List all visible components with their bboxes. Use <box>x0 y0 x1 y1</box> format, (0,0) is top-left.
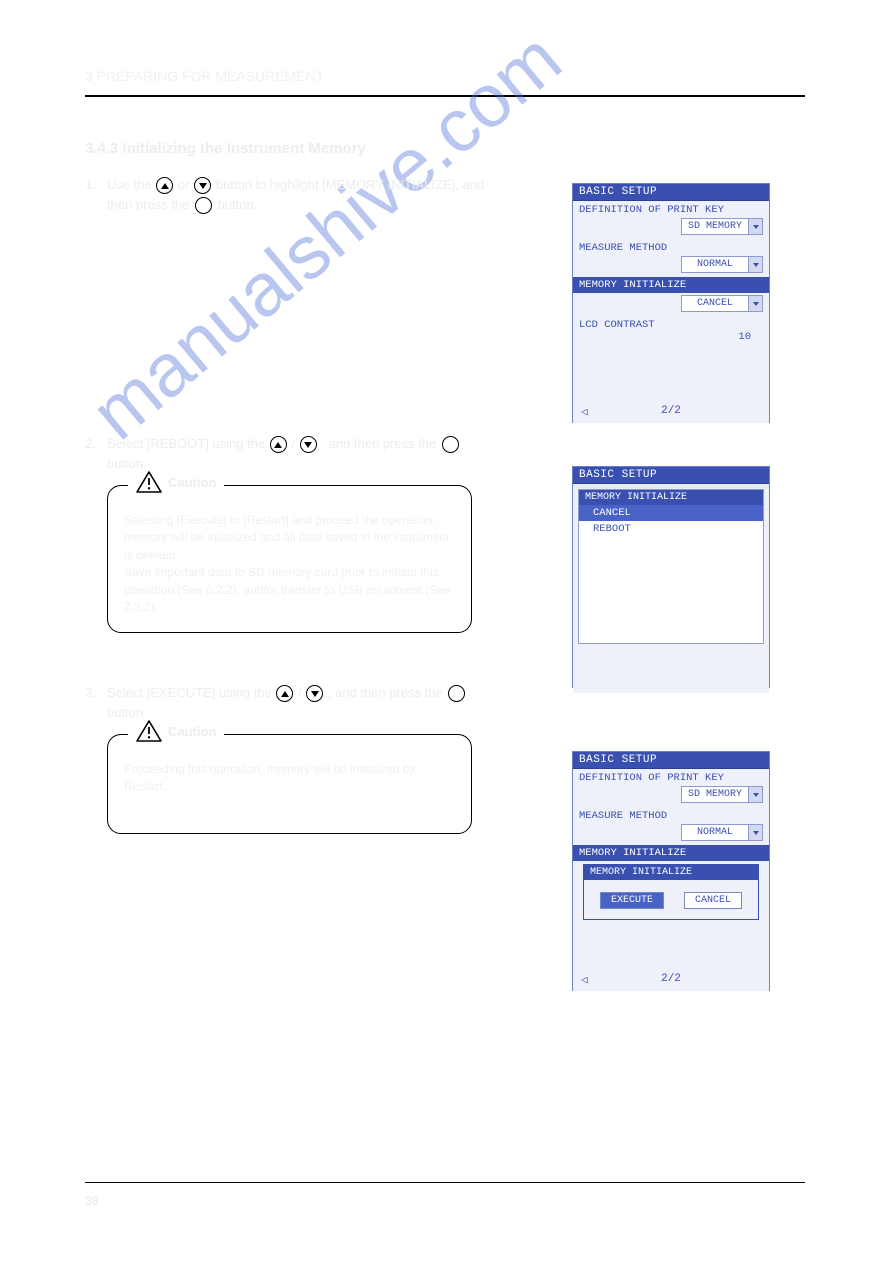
field-label: DEFINITION OF PRINT KEY <box>573 201 769 216</box>
up-icon <box>276 685 293 702</box>
list-item-cancel[interactable]: CANCEL <box>579 505 763 521</box>
chapter-heading: 3 PREPARING FOR MEASUREMENT <box>85 68 324 84</box>
panel-title: BASIC SETUP <box>573 752 769 769</box>
text: button. <box>107 705 147 720</box>
left-arrow-icon[interactable]: ◁ <box>581 405 588 419</box>
dropdown-measure[interactable]: NORMAL <box>681 256 763 273</box>
down-icon <box>306 685 323 702</box>
chevron-down-icon <box>748 219 762 234</box>
text: button. <box>218 197 258 212</box>
caution-body: Proceeding this operation, memory will b… <box>124 761 455 796</box>
lcd-value: 10 <box>573 331 769 347</box>
panel-title: BASIC SETUP <box>573 184 769 201</box>
chevron-down-icon <box>748 787 762 802</box>
dropdown-measure[interactable]: NORMAL <box>681 824 763 841</box>
circle-icon <box>195 197 212 214</box>
list-title: MEMORY INITIALIZE <box>579 490 763 505</box>
text: / <box>298 685 305 700</box>
up-icon <box>270 436 287 453</box>
dropdown-value: CANCEL <box>682 298 748 309</box>
dropdown-printkey[interactable]: SD MEMORY <box>681 218 763 235</box>
panel-footer: ◁ 2/2 <box>573 970 769 991</box>
step-number: 3. <box>85 683 107 703</box>
dropdown-value: NORMAL <box>682 259 748 270</box>
step-body: Select [REBOOT] using the / , and then p… <box>107 434 497 473</box>
circle-icon <box>448 685 465 702</box>
caution-box-2: Caution Proceeding this operation, memor… <box>107 734 472 834</box>
caution-body: Selecting [Execute] to [Restart] and pro… <box>124 512 455 616</box>
spacer <box>754 973 761 987</box>
warning-icon <box>136 720 162 742</box>
text: Use the <box>107 177 155 192</box>
dropdown-value: SD MEMORY <box>682 789 748 800</box>
text: Select [EXECUTE] using the <box>107 685 275 700</box>
caution-label: Caution <box>168 724 216 739</box>
text: Select [REBOOT] using the <box>107 436 269 451</box>
circle-icon <box>442 436 459 453</box>
text: , and then press the <box>328 685 447 700</box>
dropdown-printkey[interactable]: SD MEMORY <box>681 786 763 803</box>
field-row: NORMAL <box>573 822 769 845</box>
panel-body: DEFINITION OF PRINT KEY SD MEMORY MEASUR… <box>573 201 769 423</box>
chevron-down-icon <box>748 296 762 311</box>
execute-button[interactable]: EXECUTE <box>600 892 664 909</box>
caution-box-1: Caution Selecting [Execute] to [Restart]… <box>107 485 472 633</box>
top-rule <box>85 95 805 97</box>
section-title: 3.4.3 Initializing the Instrument Memory <box>85 140 805 157</box>
dropdown-meminit[interactable]: CANCEL <box>681 295 763 312</box>
field-row: NORMAL <box>573 254 769 277</box>
field-label-highlight[interactable]: MEMORY INITIALIZE <box>573 277 769 293</box>
field-label: DEFINITION OF PRINT KEY <box>573 769 769 784</box>
list-item-reboot[interactable]: REBOOT <box>579 521 763 537</box>
chevron-down-icon <box>748 257 762 272</box>
dialog-buttons: EXECUTE CANCEL <box>584 880 758 919</box>
device-panel-3: BASIC SETUP DEFINITION OF PRINT KEY SD M… <box>572 751 770 991</box>
field-label-highlight[interactable]: MEMORY INITIALIZE <box>573 845 769 861</box>
option-list: MEMORY INITIALIZE CANCEL REBOOT <box>578 489 764 644</box>
chevron-down-icon <box>748 825 762 840</box>
step-body: Use the or button to highlight [MEMORY I… <box>107 175 497 214</box>
text: or <box>178 177 193 192</box>
step-number: 1. <box>85 175 107 195</box>
field-label: LCD CONTRAST <box>573 316 769 331</box>
left-arrow-icon[interactable]: ◁ <box>581 973 588 987</box>
text: button. <box>107 456 147 471</box>
page-indicator: 2/2 <box>661 405 681 419</box>
dropdown-value: NORMAL <box>682 827 748 838</box>
bottom-rule <box>85 1182 805 1183</box>
step-number: 2. <box>85 434 107 454</box>
field-label: MEASURE METHOD <box>573 807 769 822</box>
warning-icon <box>136 471 162 493</box>
panel-body: DEFINITION OF PRINT KEY SD MEMORY MEASUR… <box>573 769 769 991</box>
caution-label: Caution <box>168 475 216 490</box>
spacer <box>754 405 761 419</box>
dropdown-value: SD MEMORY <box>682 221 748 232</box>
page-indicator: 2/2 <box>661 973 681 987</box>
down-icon <box>194 177 211 194</box>
caution-header: Caution <box>128 720 224 742</box>
cancel-button[interactable]: CANCEL <box>684 892 742 909</box>
panel-footer: ◁ 2/2 <box>573 402 769 423</box>
text: , and then press the <box>321 436 440 451</box>
dialog-title: MEMORY INITIALIZE <box>584 865 758 880</box>
caution-header: Caution <box>128 471 224 493</box>
confirm-dialog: MEMORY INITIALIZE EXECUTE CANCEL <box>583 864 759 920</box>
text: / <box>291 436 298 451</box>
field-row: CANCEL <box>573 293 769 316</box>
device-panel-2: BASIC SETUP MEMORY INITIALIZE CANCEL REB… <box>572 466 770 688</box>
up-icon <box>156 177 173 194</box>
field-row: SD MEMORY <box>573 216 769 239</box>
field-row: SD MEMORY <box>573 784 769 807</box>
page-number: 38 <box>85 1194 98 1208</box>
down-icon <box>300 436 317 453</box>
panel-body: MEMORY INITIALIZE CANCEL REBOOT <box>573 489 769 693</box>
field-label: MEASURE METHOD <box>573 239 769 254</box>
device-panel-1: BASIC SETUP DEFINITION OF PRINT KEY SD M… <box>572 183 770 423</box>
panel-title: BASIC SETUP <box>573 467 769 484</box>
step-body: Select [EXECUTE] using the / , and then … <box>107 683 497 722</box>
